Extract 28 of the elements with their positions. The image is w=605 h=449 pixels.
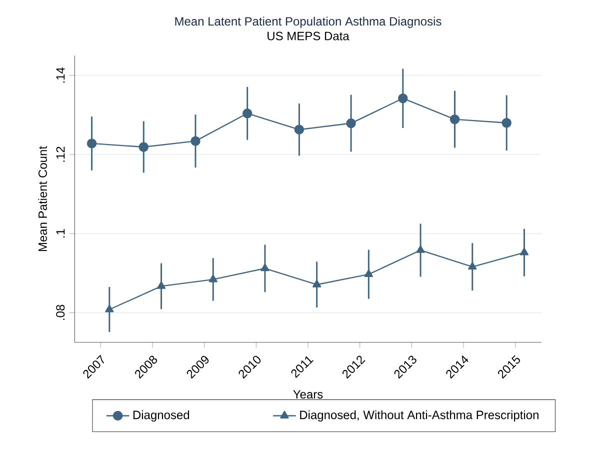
point — [450, 114, 460, 124]
y-tick-label: .12 — [56, 146, 65, 162]
point — [468, 262, 477, 270]
y-tick-label: .14 — [56, 67, 65, 83]
point — [156, 281, 166, 289]
x-axis-title: Years — [293, 390, 323, 399]
point — [520, 248, 529, 256]
point — [208, 274, 218, 282]
point — [260, 264, 270, 272]
point — [312, 280, 322, 288]
point — [416, 245, 425, 253]
point — [364, 269, 373, 278]
legend-label: Diagnosed, Without Anti-Asthma Prescription — [300, 410, 538, 422]
point — [294, 124, 304, 134]
point — [242, 108, 252, 118]
chart-subtitle: US MEPS Data — [268, 32, 350, 40]
legend-label: Diagnosed — [133, 410, 190, 422]
point — [105, 304, 114, 312]
point — [138, 142, 149, 152]
point — [346, 118, 356, 128]
y-tick-label: .1 — [56, 229, 65, 238]
point — [86, 138, 97, 148]
point — [398, 93, 408, 104]
chart-title: Mean Latent Patient Population Asthma Diagnosis — [175, 16, 442, 28]
point — [190, 136, 200, 146]
point — [502, 118, 512, 128]
y-tick-label: .08 — [56, 304, 65, 320]
y-axis-title: Mean Patient Count — [38, 146, 47, 252]
